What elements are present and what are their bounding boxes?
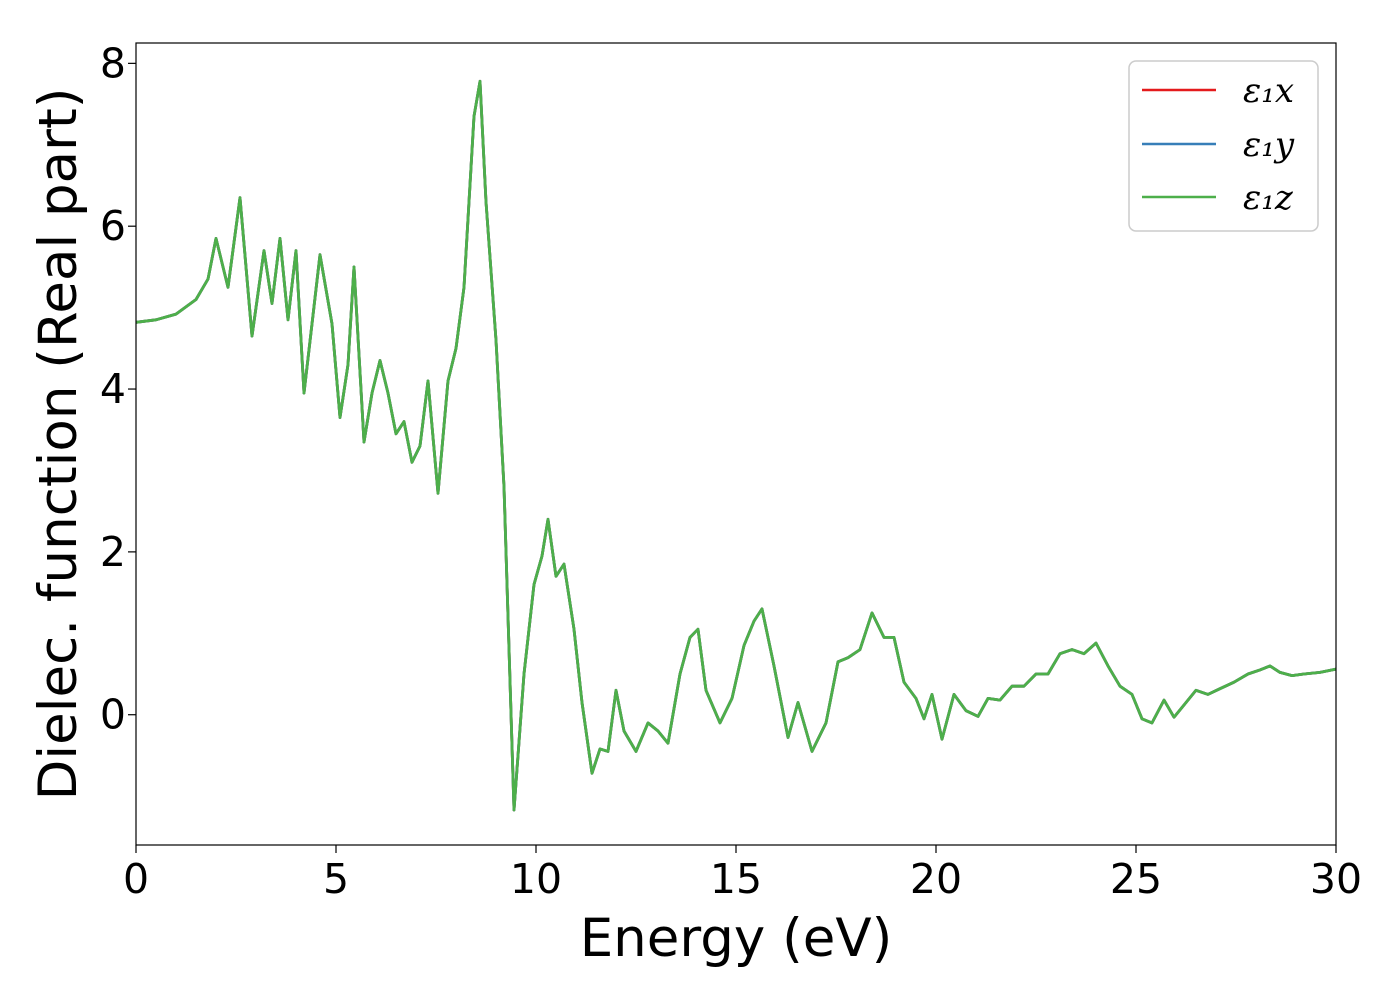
x-tick-label: 5 [323, 855, 349, 903]
legend-label-e1z: ε₁z [1243, 178, 1294, 218]
legend: ε₁x ε₁y ε₁z [1128, 60, 1319, 232]
legend-box [1128, 60, 1319, 232]
y-tick-label: 6 [100, 202, 126, 250]
y-tick-label: 2 [100, 528, 126, 576]
x-axis-label: Energy (eV) [580, 908, 893, 969]
x-tick-label: 10 [510, 855, 562, 903]
x-tick-label: 15 [710, 855, 762, 903]
series-line-2 [135, 79, 1337, 812]
series-layer [135, 79, 1337, 812]
y-tick-label: 0 [100, 691, 126, 739]
x-tick-label: 0 [123, 855, 149, 903]
x-tick-label: 20 [910, 855, 962, 903]
x-tick-label: 25 [1110, 855, 1162, 903]
y-axis-label: Dielec. function (Real part) [28, 88, 89, 801]
legend-label-e1x: ε₁x [1243, 71, 1294, 111]
y-axis: 0 2 4 6 8 [100, 39, 136, 739]
x-tick-label: 30 [1310, 855, 1362, 903]
y-tick-label: 8 [100, 39, 126, 87]
x-axis: 0 5 10 15 20 25 30 [123, 845, 1362, 903]
y-tick-label: 4 [100, 365, 126, 413]
legend-label-e1y: ε₁y [1243, 125, 1295, 165]
